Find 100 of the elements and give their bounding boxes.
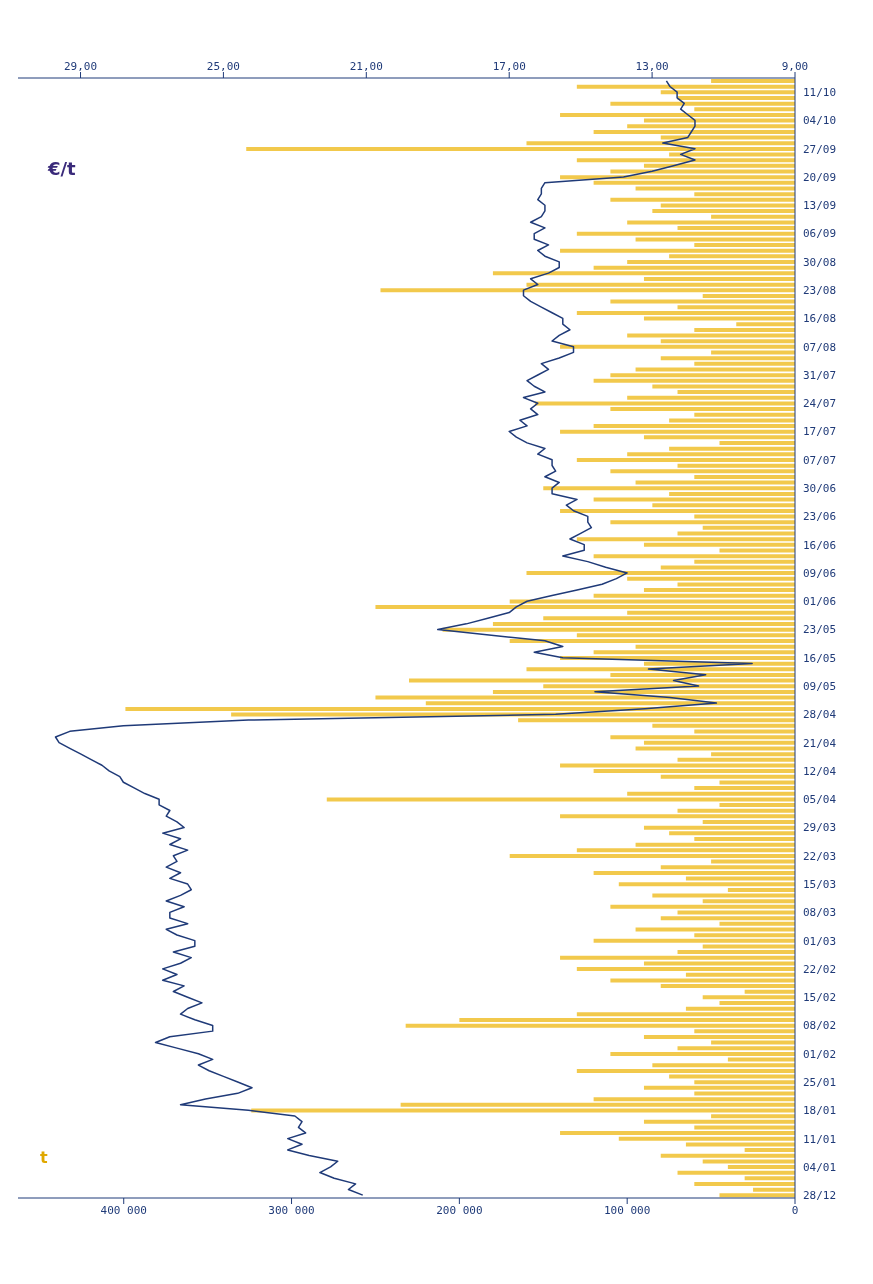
y-tick-label: 23/08 bbox=[803, 284, 837, 298]
bar bbox=[643, 163, 795, 168]
x2-tick-label: 13,00 bbox=[635, 60, 669, 73]
y-tick-label: 20/09 bbox=[803, 170, 837, 184]
y-tick-label: 18/01 bbox=[803, 1104, 837, 1118]
y-tick-label: 01/03 bbox=[803, 934, 837, 948]
y-tick-label: 04/10 bbox=[803, 114, 837, 128]
y-tick-label: 08/02 bbox=[803, 1019, 837, 1033]
y-tick-label: 12/04 bbox=[803, 764, 837, 778]
bar bbox=[694, 1182, 795, 1187]
y-tick-label: 30/06 bbox=[803, 482, 837, 496]
bar bbox=[560, 1131, 795, 1136]
y-tick-label: 13/09 bbox=[803, 199, 837, 213]
bar bbox=[643, 276, 795, 281]
bar bbox=[246, 146, 795, 151]
bar bbox=[560, 344, 795, 349]
bar bbox=[694, 786, 795, 791]
x2-tick-label: 21,00 bbox=[349, 60, 383, 73]
y-tick-label: 04/01 bbox=[803, 1160, 837, 1174]
y-tick-label: 07/07 bbox=[803, 453, 837, 467]
bar bbox=[593, 870, 795, 875]
x-tick-label: 100 000 bbox=[604, 1203, 651, 1217]
bar bbox=[719, 1001, 795, 1006]
bar bbox=[576, 457, 795, 462]
x-tick-label: 0 bbox=[791, 1203, 799, 1217]
bar bbox=[719, 803, 795, 808]
y-tick-label: 01/06 bbox=[803, 595, 837, 609]
y-tick-label: 21/04 bbox=[803, 736, 837, 750]
y-tick-label: 23/05 bbox=[803, 623, 837, 637]
y-tick-label: 31/07 bbox=[803, 368, 837, 382]
bar bbox=[694, 243, 795, 248]
bar bbox=[593, 554, 795, 559]
bar bbox=[727, 887, 795, 892]
bar bbox=[702, 293, 795, 298]
y-tick-label: 11/10 bbox=[803, 86, 837, 100]
y-tick-label: 27/09 bbox=[803, 142, 837, 156]
y-tick-label: 28/04 bbox=[803, 708, 837, 722]
y-tick-label: 16/08 bbox=[803, 312, 837, 326]
x2-tick-label: 9,00 bbox=[781, 60, 809, 73]
bar bbox=[576, 967, 795, 972]
x-axis-title: t bbox=[40, 1148, 48, 1167]
y-tick-label: 09/06 bbox=[803, 566, 837, 580]
bar bbox=[459, 1017, 795, 1022]
y-tick-label: 16/06 bbox=[803, 538, 837, 552]
y-tick-label: 24/07 bbox=[803, 397, 837, 411]
y-tick-label: 06/09 bbox=[803, 227, 837, 241]
y-tick-label: 25/01 bbox=[803, 1075, 837, 1089]
bar bbox=[744, 1148, 795, 1153]
bar bbox=[727, 1165, 795, 1170]
bar bbox=[677, 226, 795, 231]
bar bbox=[375, 605, 795, 610]
y-tick-label: 09/05 bbox=[803, 679, 837, 693]
bar bbox=[694, 192, 795, 197]
bar bbox=[652, 209, 795, 214]
bar bbox=[677, 95, 795, 100]
bar bbox=[711, 79, 795, 83]
bar bbox=[702, 820, 795, 825]
y-tick-label: 05/04 bbox=[803, 793, 837, 807]
bar bbox=[610, 1051, 795, 1056]
y-tick-label: 01/02 bbox=[803, 1047, 837, 1061]
bar bbox=[669, 491, 795, 496]
bar bbox=[492, 689, 795, 694]
bar bbox=[719, 441, 795, 446]
bar bbox=[627, 260, 795, 265]
bar bbox=[509, 639, 795, 643]
y-tick-label: 23/06 bbox=[803, 510, 837, 524]
bar bbox=[677, 390, 795, 395]
y-tick-label: 28/12 bbox=[803, 1189, 837, 1203]
x2-tick-label: 17,00 bbox=[492, 60, 526, 73]
bar bbox=[576, 1068, 795, 1073]
bar bbox=[702, 525, 795, 530]
bar bbox=[610, 904, 795, 909]
y-tick-label: 15/02 bbox=[803, 991, 837, 1005]
bar bbox=[643, 588, 795, 593]
bar bbox=[492, 622, 795, 627]
bar bbox=[610, 407, 795, 412]
y-tick-label: 11/01 bbox=[803, 1132, 837, 1146]
y-tick-label: 07/08 bbox=[803, 340, 837, 354]
y-tick-label: 17/07 bbox=[803, 425, 837, 439]
x2-axis-title: €/t bbox=[48, 158, 76, 179]
bar bbox=[593, 129, 795, 134]
bar bbox=[677, 950, 795, 955]
bar bbox=[526, 571, 795, 576]
bar bbox=[509, 853, 795, 858]
bar bbox=[576, 310, 795, 315]
y-tick-label: 16/05 bbox=[803, 651, 837, 665]
bar bbox=[125, 706, 795, 711]
bar bbox=[694, 327, 795, 332]
y-tick-label: 30/08 bbox=[803, 255, 837, 269]
bar bbox=[643, 1034, 795, 1039]
bar bbox=[643, 1085, 795, 1090]
x-tick-label: 300 000 bbox=[268, 1203, 315, 1217]
y-tick-label: 22/03 bbox=[803, 849, 837, 863]
bar bbox=[560, 508, 795, 513]
x-tick-label: 200 000 bbox=[436, 1203, 483, 1217]
bar bbox=[610, 373, 795, 378]
y-tick-label: 22/02 bbox=[803, 962, 837, 976]
x-tick-label: 400 000 bbox=[100, 1203, 147, 1217]
bar bbox=[652, 723, 795, 728]
y-tick-label: 29/03 bbox=[803, 821, 837, 835]
